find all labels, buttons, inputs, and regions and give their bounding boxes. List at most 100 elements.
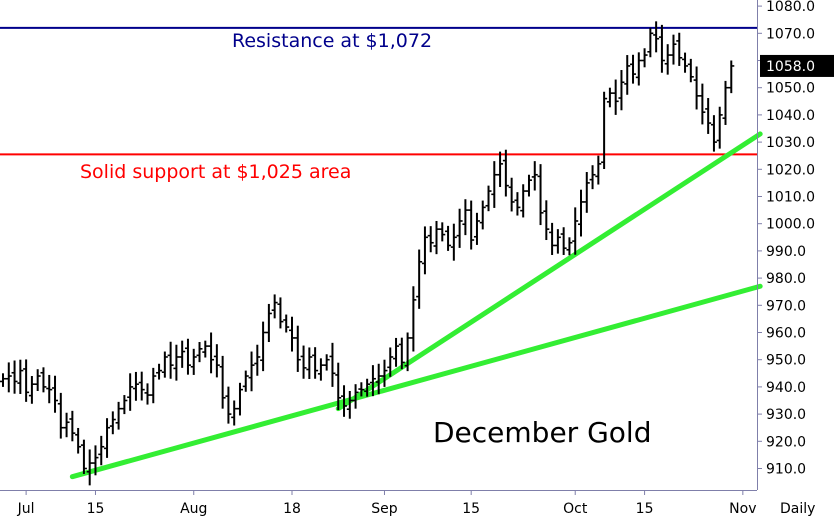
price-bar [624,55,631,95]
price-bar [583,172,590,213]
price-bar [254,344,261,376]
last-price-marker: 1058.0 [760,54,834,77]
y-tick-label: 980.0 [766,271,806,287]
price-bar [92,445,99,476]
y-tick-label: 1040.0 [766,108,815,124]
price-bar [554,229,561,254]
price-bar [196,342,203,363]
price-bar [502,149,509,197]
price-bar [132,371,139,401]
price-bar [375,363,382,395]
price-bar [473,212,480,245]
price-bar [445,225,452,251]
price-bar [705,98,712,134]
price-bar [653,21,660,53]
price-bar [161,351,168,378]
price-bar [46,374,53,404]
price-bar [710,115,717,152]
price-bar [323,354,330,371]
price-bar [52,375,59,413]
price-bar [11,360,18,394]
price-bar [75,427,82,454]
levels-layer [0,26,757,156]
price-bar [109,411,116,435]
price-bar [479,200,486,230]
price-bar [225,386,232,424]
price-bar [150,367,157,404]
price-bar [456,208,463,248]
price-bar [410,286,417,352]
y-tick-label: 1050.0 [766,81,815,97]
price-bar [104,418,111,458]
price-bar [306,347,313,380]
price-bar [156,363,163,380]
price-bar [670,34,677,65]
price-bar [5,362,12,393]
price-bar [86,449,93,486]
price-bar [618,70,625,111]
price-bar [693,66,700,110]
trendlines-layer [69,131,763,480]
price-bar [352,384,359,409]
y-tick-label: 950.0 [766,353,806,369]
price-bar [63,412,70,438]
price-bar [115,401,122,430]
price-bar [289,316,295,352]
last-price-label: 1058.0 [766,59,815,75]
price-bar [260,321,267,372]
y-tick-label: 920.0 [766,434,806,450]
price-bar [676,32,683,66]
price-bar [329,342,336,387]
price-bar [300,345,307,379]
price-bar [398,337,405,370]
price-bar [167,341,174,379]
price-bar [462,199,469,236]
price-bar [40,367,47,393]
price-bar [190,348,197,375]
price-bar [525,174,532,197]
price-bar [294,325,301,372]
chart-title: December Gold [433,416,651,449]
price-bar [173,344,180,381]
price-bar [728,60,735,94]
price-bar [682,52,689,73]
price-bar [658,24,665,73]
y-tick-label: 1080.0 [766,0,815,15]
support-label: Solid support at $1,025 area [80,161,351,183]
price-bar [28,376,35,404]
price-bar [317,358,324,381]
x-tick-label: Aug [180,501,207,517]
y-tick-label: 930.0 [766,407,806,423]
price-bar [121,395,128,415]
price-bar [17,359,24,394]
price-bar [179,340,186,368]
price-bar [23,359,30,402]
y-tick-label: 1070.0 [766,26,815,42]
price-bar [687,58,694,83]
price-bar [283,314,290,333]
price-bar [242,370,249,392]
price-bar [0,373,6,387]
x-tick-label: Sep [371,501,398,517]
price-bar [630,54,637,84]
y-tick-label: 1000.0 [766,217,815,233]
price-bar [716,106,723,149]
price-bar [236,382,243,416]
y-tick-label: 1010.0 [766,190,815,206]
x-tick-label: Jul [17,501,35,517]
price-bar [34,369,41,391]
price-bar [369,365,376,397]
price-bar [566,237,573,256]
price-bar [612,79,619,115]
price-bar [543,200,550,241]
price-bar [606,87,613,108]
x-tick-label: 15 [87,501,105,517]
price-bar [421,226,428,275]
y-tick-label: 960.0 [766,326,806,342]
price-bar [213,344,220,378]
price-bar [277,297,284,329]
timeframe-label: Daily [780,501,815,517]
